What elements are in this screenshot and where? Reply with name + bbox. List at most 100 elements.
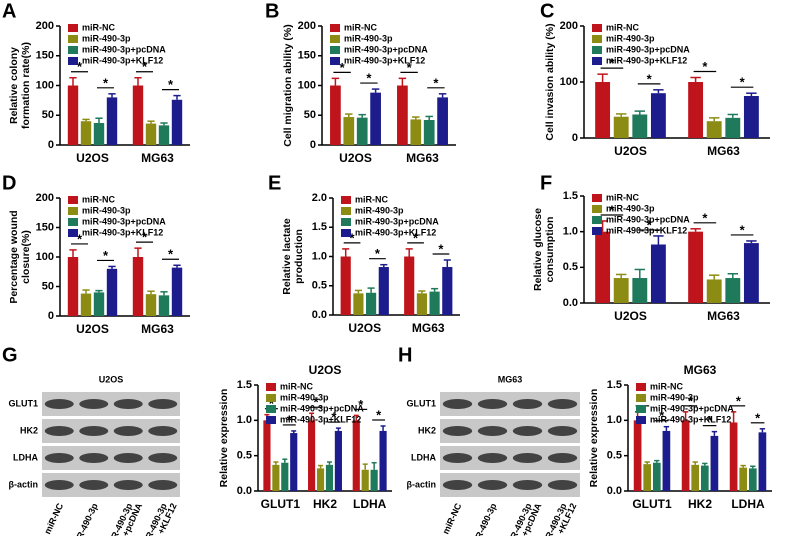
y-tick-label: 1.5 (237, 379, 252, 391)
bar (93, 122, 105, 145)
y-tick-label: 0 (310, 139, 316, 151)
bar (80, 293, 92, 316)
significance-label: * (103, 75, 109, 90)
error-bar (730, 411, 737, 423)
blot-lane-label: miR-490-3p (70, 501, 100, 536)
y-tick-label: 100 (298, 79, 316, 91)
legend-swatch (592, 216, 602, 224)
bar (662, 430, 671, 491)
legend-swatch (592, 24, 602, 32)
bar (632, 114, 648, 138)
bar (145, 294, 157, 316)
bar (691, 464, 700, 491)
blot-row-label: β-actin (407, 479, 437, 489)
bar (706, 121, 722, 138)
bar (442, 267, 453, 315)
error-bar (405, 248, 413, 257)
significance-label: * (702, 59, 708, 74)
significance-label: * (142, 59, 148, 74)
x-tick-label: LDHA (353, 497, 387, 511)
bar (316, 468, 325, 491)
error-bar (380, 263, 388, 268)
y-tick-label: 50 (42, 280, 54, 292)
bar (650, 244, 666, 303)
y-axis-label: Relative glucose (532, 208, 544, 291)
bar (145, 123, 157, 145)
significance-label: * (77, 231, 83, 246)
significance-label: * (740, 222, 746, 237)
y-tick-label: 0.0 (237, 485, 252, 497)
legend-swatch (68, 218, 78, 226)
legend-label: miR-490-3p+KLF12 (344, 55, 425, 65)
error-bar (398, 77, 407, 86)
y-tick-label: 200 (298, 20, 316, 32)
blot-band (512, 480, 543, 490)
x-tick-label: GLUT1 (261, 497, 301, 511)
bar (343, 117, 355, 145)
y-tick-label: 100 (560, 76, 578, 88)
legend-label: miR-NC (606, 22, 639, 32)
error-bar (702, 462, 708, 466)
blot-row-label: GLUT1 (406, 398, 436, 408)
significance-label: * (340, 60, 346, 75)
bar (743, 243, 759, 303)
error-bar (326, 461, 332, 465)
legend-label: miR-NC (606, 192, 639, 202)
legend-label: miR-490-3p (355, 205, 404, 215)
bar (67, 85, 79, 145)
legend-swatch (266, 394, 276, 402)
significance-label: * (168, 247, 174, 262)
error-bar (147, 120, 155, 124)
bar (334, 430, 342, 491)
legend-label: miR-490-3p+pcDNA (355, 216, 439, 226)
significance-label: * (407, 60, 413, 75)
x-tick-label: U2OS (339, 151, 372, 165)
significance-label: * (755, 410, 761, 425)
significance-label: * (688, 393, 694, 408)
blot-row-label: LDHA (411, 452, 436, 462)
y-tick-label: 1.5 (312, 221, 327, 233)
bar (404, 256, 415, 315)
blot-band (477, 399, 508, 409)
error-bar (431, 287, 439, 292)
bar (643, 464, 652, 491)
error-bar (708, 274, 720, 280)
legend-label: miR-NC (355, 194, 388, 204)
significance-label: * (609, 56, 615, 71)
legend-label: miR-490-3p+KLF12 (82, 227, 163, 237)
legend-swatch (68, 57, 78, 65)
error-bar (443, 259, 451, 268)
error-bar (740, 464, 746, 468)
significance-label: * (168, 77, 174, 92)
bar (378, 267, 389, 315)
error-bar (291, 430, 297, 434)
bar (725, 278, 741, 303)
blot-row-label: LDHA (13, 452, 38, 462)
legend-swatch (68, 35, 78, 43)
bar (353, 293, 364, 315)
bar (595, 231, 611, 303)
significance-label: * (647, 217, 653, 232)
error-bar (438, 93, 447, 98)
legend-label: miR-490-3p+KLF12 (606, 225, 687, 235)
blot-band (79, 480, 109, 490)
panel-label: A (2, 0, 16, 22)
blot-band (113, 399, 143, 409)
error-bar (746, 240, 757, 244)
error-bar (663, 425, 670, 431)
legend-swatch (68, 207, 78, 215)
legend-label: miR-490-3p+pcDNA (82, 216, 166, 226)
legend-swatch (341, 207, 351, 215)
bar (93, 292, 105, 316)
error-bar (634, 268, 646, 279)
blot-band (477, 453, 508, 463)
legend-label: miR-490-3p (606, 33, 655, 43)
blot-band (79, 399, 109, 409)
blot-band (113, 453, 143, 463)
error-bar (371, 461, 377, 470)
legend-swatch (592, 205, 602, 213)
error-bar (353, 414, 359, 421)
error-bar (318, 464, 324, 469)
y-axis-label: formation rate(%) (20, 42, 32, 129)
error-bar (354, 289, 362, 294)
